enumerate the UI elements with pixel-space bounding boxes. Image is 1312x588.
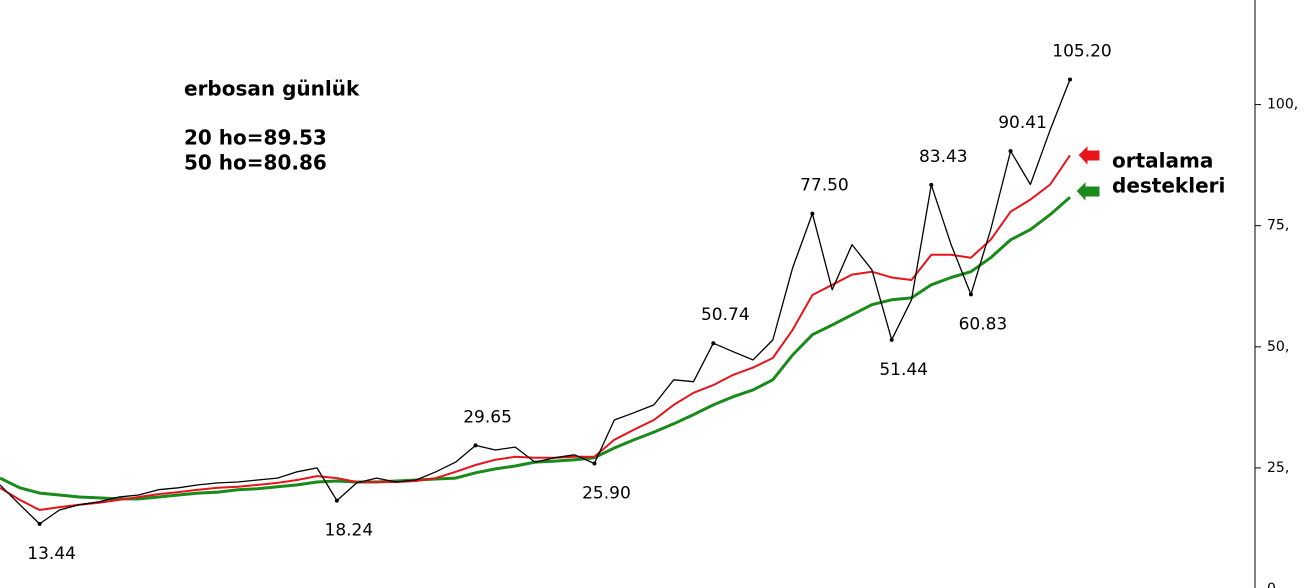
value-label: 25.90 <box>582 484 631 504</box>
value-label: 90.41 <box>998 113 1047 133</box>
extreme-point <box>1008 149 1013 154</box>
annotation: 20 ho=89.53 <box>184 126 327 150</box>
y-tick-label: 0, <box>1267 581 1280 588</box>
value-label: 29.65 <box>463 407 512 427</box>
annotation: 50 ho=80.86 <box>184 151 327 175</box>
y-tick-label: 100, <box>1267 97 1298 113</box>
value-label: 51.44 <box>879 360 928 380</box>
value-label: 83.43 <box>919 147 968 167</box>
value-label: 60.83 <box>959 314 1008 334</box>
extreme-point <box>810 211 815 216</box>
y-tick-label: 50, <box>1267 339 1289 355</box>
y-tick-label: 75, <box>1267 218 1289 234</box>
extreme-point <box>889 337 894 342</box>
y-tick-label: 25, <box>1267 460 1289 476</box>
extreme-point <box>711 341 716 346</box>
extreme-point <box>929 182 934 187</box>
arrow <box>1075 179 1101 204</box>
extreme-point <box>37 521 42 526</box>
side-note: ortalama <box>1112 149 1213 173</box>
side-note: destekleri <box>1112 174 1225 198</box>
value-label: 18.24 <box>325 521 374 541</box>
extreme-point <box>473 443 478 448</box>
chart-title: erbosan günlük <box>184 77 360 101</box>
arrow <box>1077 143 1101 168</box>
series-line <box>0 154 1071 511</box>
extreme-point <box>334 498 339 503</box>
value-label: 13.44 <box>27 544 76 564</box>
extreme-point <box>968 292 973 297</box>
extreme-point <box>592 461 597 466</box>
value-label: 50.74 <box>701 305 750 325</box>
value-label: 77.50 <box>800 176 849 196</box>
value-label: 105.20 <box>1052 41 1111 61</box>
extreme-point <box>1068 77 1072 82</box>
